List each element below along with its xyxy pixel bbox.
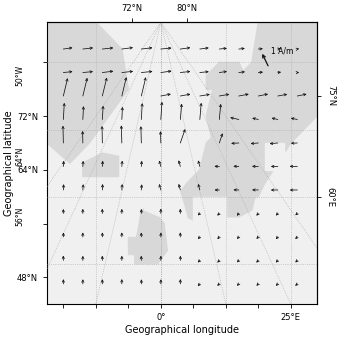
Polygon shape (177, 116, 258, 223)
Polygon shape (206, 76, 258, 150)
Polygon shape (135, 207, 167, 264)
Polygon shape (226, 22, 317, 197)
Text: 64°N: 64°N (16, 147, 25, 166)
Y-axis label: Geographical latitude: Geographical latitude (4, 110, 14, 216)
Polygon shape (83, 153, 119, 177)
Polygon shape (47, 22, 128, 163)
Text: 1 A/m: 1 A/m (271, 47, 294, 56)
Polygon shape (206, 62, 245, 89)
Polygon shape (128, 237, 141, 254)
X-axis label: Geographical longitude: Geographical longitude (125, 325, 239, 335)
Polygon shape (265, 143, 284, 170)
Polygon shape (193, 197, 226, 223)
Polygon shape (144, 183, 187, 223)
Text: 56°N: 56°N (16, 207, 25, 226)
Text: 50°W: 50°W (16, 65, 25, 86)
